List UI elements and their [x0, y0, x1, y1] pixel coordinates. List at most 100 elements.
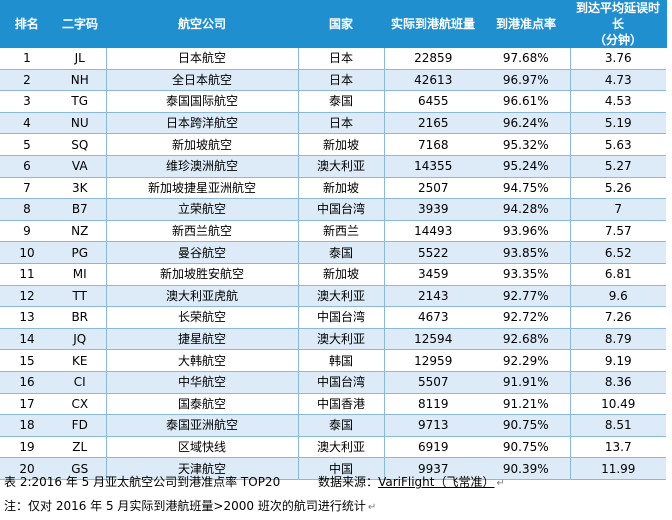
- cell-code: JQ: [54, 328, 106, 351]
- table-caption: 表 2:2016 年 5 月亚太航空公司到港准点率 TOP20: [4, 475, 281, 489]
- cell-code: PG: [54, 241, 106, 264]
- header-avg-delay: 到达平均延误时长 （分钟）: [570, 0, 667, 48]
- cell-rank: 11: [0, 263, 54, 286]
- cell-avg-delay: 5.19: [569, 112, 666, 135]
- cell-avg-delay: 6.52: [569, 241, 666, 264]
- cell-flights: 5522: [383, 241, 482, 264]
- cell-airline: 大韩航空: [105, 349, 299, 372]
- table-notes: 表 2:2016 年 5 月亚太航空公司到港准点率 TOP20 数据来源：Var…: [4, 470, 668, 518]
- cell-flights: 2143: [383, 285, 482, 308]
- cell-code: TT: [54, 285, 106, 308]
- cell-avg-delay: 8.79: [569, 328, 666, 351]
- cell-code: B7: [54, 198, 106, 221]
- data-source-name[interactable]: VariFlight（飞常准）: [378, 475, 495, 489]
- table-row: 4 NU 日本跨洋航空 日本 2165 96.24% 5.19: [0, 112, 666, 135]
- cell-rank: 13: [0, 306, 54, 329]
- cell-on-time-rate: 96.24%: [482, 112, 570, 135]
- cell-avg-delay: 13.7: [569, 436, 666, 459]
- cell-rank: 8: [0, 198, 54, 221]
- cell-on-time-rate: 91.21%: [482, 393, 570, 416]
- cell-avg-delay: 7.57: [569, 220, 666, 243]
- cell-code: FD: [54, 414, 106, 437]
- cell-flights: 9937: [383, 457, 482, 480]
- cell-country: 泰国: [298, 414, 384, 437]
- cell-country: 日本: [298, 69, 384, 92]
- cell-code: NH: [54, 69, 106, 92]
- cell-country: 中国台湾: [298, 198, 384, 221]
- table-row: 6 VA 维珍澳洲航空 澳大利亚 14355 95.24% 5.27: [0, 155, 666, 178]
- cell-country: 澳大利亚: [298, 328, 384, 351]
- table-row: 2 NH 全日本航空 日本 42613 96.97% 4.73: [0, 69, 666, 92]
- cell-country: 新加坡: [298, 263, 384, 286]
- cell-airline: 日本跨洋航空: [105, 112, 299, 135]
- cell-flights: 6455: [383, 90, 482, 113]
- cell-code: SQ: [54, 133, 106, 156]
- cell-avg-delay: 5.27: [569, 155, 666, 178]
- table-row: 10 PG 曼谷航空 泰国 5522 93.85% 6.52: [0, 241, 666, 264]
- cell-on-time-rate: 93.35%: [482, 263, 570, 286]
- cell-avg-delay: 5.63: [569, 133, 666, 156]
- table-row: 8 B7 立荣航空 中国台湾 3939 94.28% 7: [0, 198, 666, 221]
- cell-avg-delay: 11.99: [569, 457, 666, 480]
- header-flights: 实际到港航班量: [384, 0, 483, 48]
- cell-airline: 中华航空: [105, 371, 299, 394]
- cell-country: 泰国: [298, 90, 384, 113]
- cell-airline: 新加坡航空: [105, 133, 299, 156]
- header-rank: 排名: [0, 0, 55, 48]
- cell-avg-delay: 9.6: [569, 285, 666, 308]
- cell-rank: 9: [0, 220, 54, 243]
- cell-on-time-rate: 90.75%: [482, 436, 570, 459]
- cell-on-time-rate: 93.85%: [482, 241, 570, 264]
- cell-rank: 14: [0, 328, 54, 351]
- cell-airline: 捷星航空: [105, 328, 299, 351]
- cell-flights: 12959: [383, 349, 482, 372]
- cell-on-time-rate: 96.97%: [482, 69, 570, 92]
- cell-airline: 泰国国际航空: [105, 90, 299, 113]
- cell-on-time-rate: 96.61%: [482, 90, 570, 113]
- cell-flights: 42613: [383, 69, 482, 92]
- table-row: 14 JQ 捷星航空 澳大利亚 12594 92.68% 8.79: [0, 328, 666, 351]
- cell-code: CX: [54, 393, 106, 416]
- paragraph-mark-icon: ↵: [496, 478, 505, 489]
- cell-rank: 7: [0, 177, 54, 200]
- cell-flights: 5507: [383, 371, 482, 394]
- cell-airline: 曼谷航空: [105, 241, 299, 264]
- cell-avg-delay: 9.19: [569, 349, 666, 372]
- cell-code: NU: [54, 112, 106, 135]
- cell-airline: 维珍澳洲航空: [105, 155, 299, 178]
- cell-rank: 16: [0, 371, 54, 394]
- cell-country: 新西兰: [298, 220, 384, 243]
- table-row: 18 FD 泰国亚洲航空 泰国 9713 90.75% 8.51: [0, 414, 666, 437]
- header-avg-delay-line1: 到达平均延误时长: [575, 1, 660, 31]
- cell-flights: 2165: [383, 112, 482, 135]
- cell-airline: 日本航空: [105, 48, 299, 70]
- header-airline: 航空公司: [106, 0, 299, 48]
- table-row: 3 TG 泰国国际航空 泰国 6455 96.61% 4.53: [0, 90, 666, 113]
- cell-code: VA: [54, 155, 106, 178]
- cell-flights: 7168: [383, 133, 482, 156]
- cell-on-time-rate: 93.96%: [482, 220, 570, 243]
- cell-flights: 12594: [383, 328, 482, 351]
- table-row: 17 CX 国泰航空 中国香港 8119 91.21% 10.49: [0, 393, 666, 416]
- table-row: 9 NZ 新西兰航空 新西兰 14493 93.96% 7.57: [0, 220, 666, 243]
- cell-flights: 9713: [383, 414, 482, 437]
- cell-rank: 5: [0, 133, 54, 156]
- cell-flights: 3459: [383, 263, 482, 286]
- data-source-label: 数据来源：: [318, 475, 379, 489]
- cell-avg-delay: 8.36: [569, 371, 666, 394]
- cell-rank: 20: [0, 457, 54, 480]
- caption-line: 表 2:2016 年 5 月亚太航空公司到港准点率 TOP20 数据来源：Var…: [4, 470, 668, 494]
- cell-avg-delay: 4.53: [569, 90, 666, 113]
- cell-avg-delay: 4.73: [569, 69, 666, 92]
- cell-airline: 天津航空: [105, 457, 299, 480]
- table-container: 排名 二字码 航空公司 国家 实际到港航班量 到港准点率 到达平均延误时长 （分…: [0, 0, 667, 480]
- cell-rank: 1: [0, 48, 54, 70]
- cell-rank: 3: [0, 90, 54, 113]
- cell-code: JL: [54, 48, 106, 70]
- cell-code: NZ: [54, 220, 106, 243]
- cell-airline: 全日本航空: [105, 69, 299, 92]
- cell-avg-delay: 5.26: [569, 177, 666, 200]
- cell-rank: 17: [0, 393, 54, 416]
- cell-code: GS: [54, 457, 106, 480]
- cell-airline: 立荣航空: [105, 198, 299, 221]
